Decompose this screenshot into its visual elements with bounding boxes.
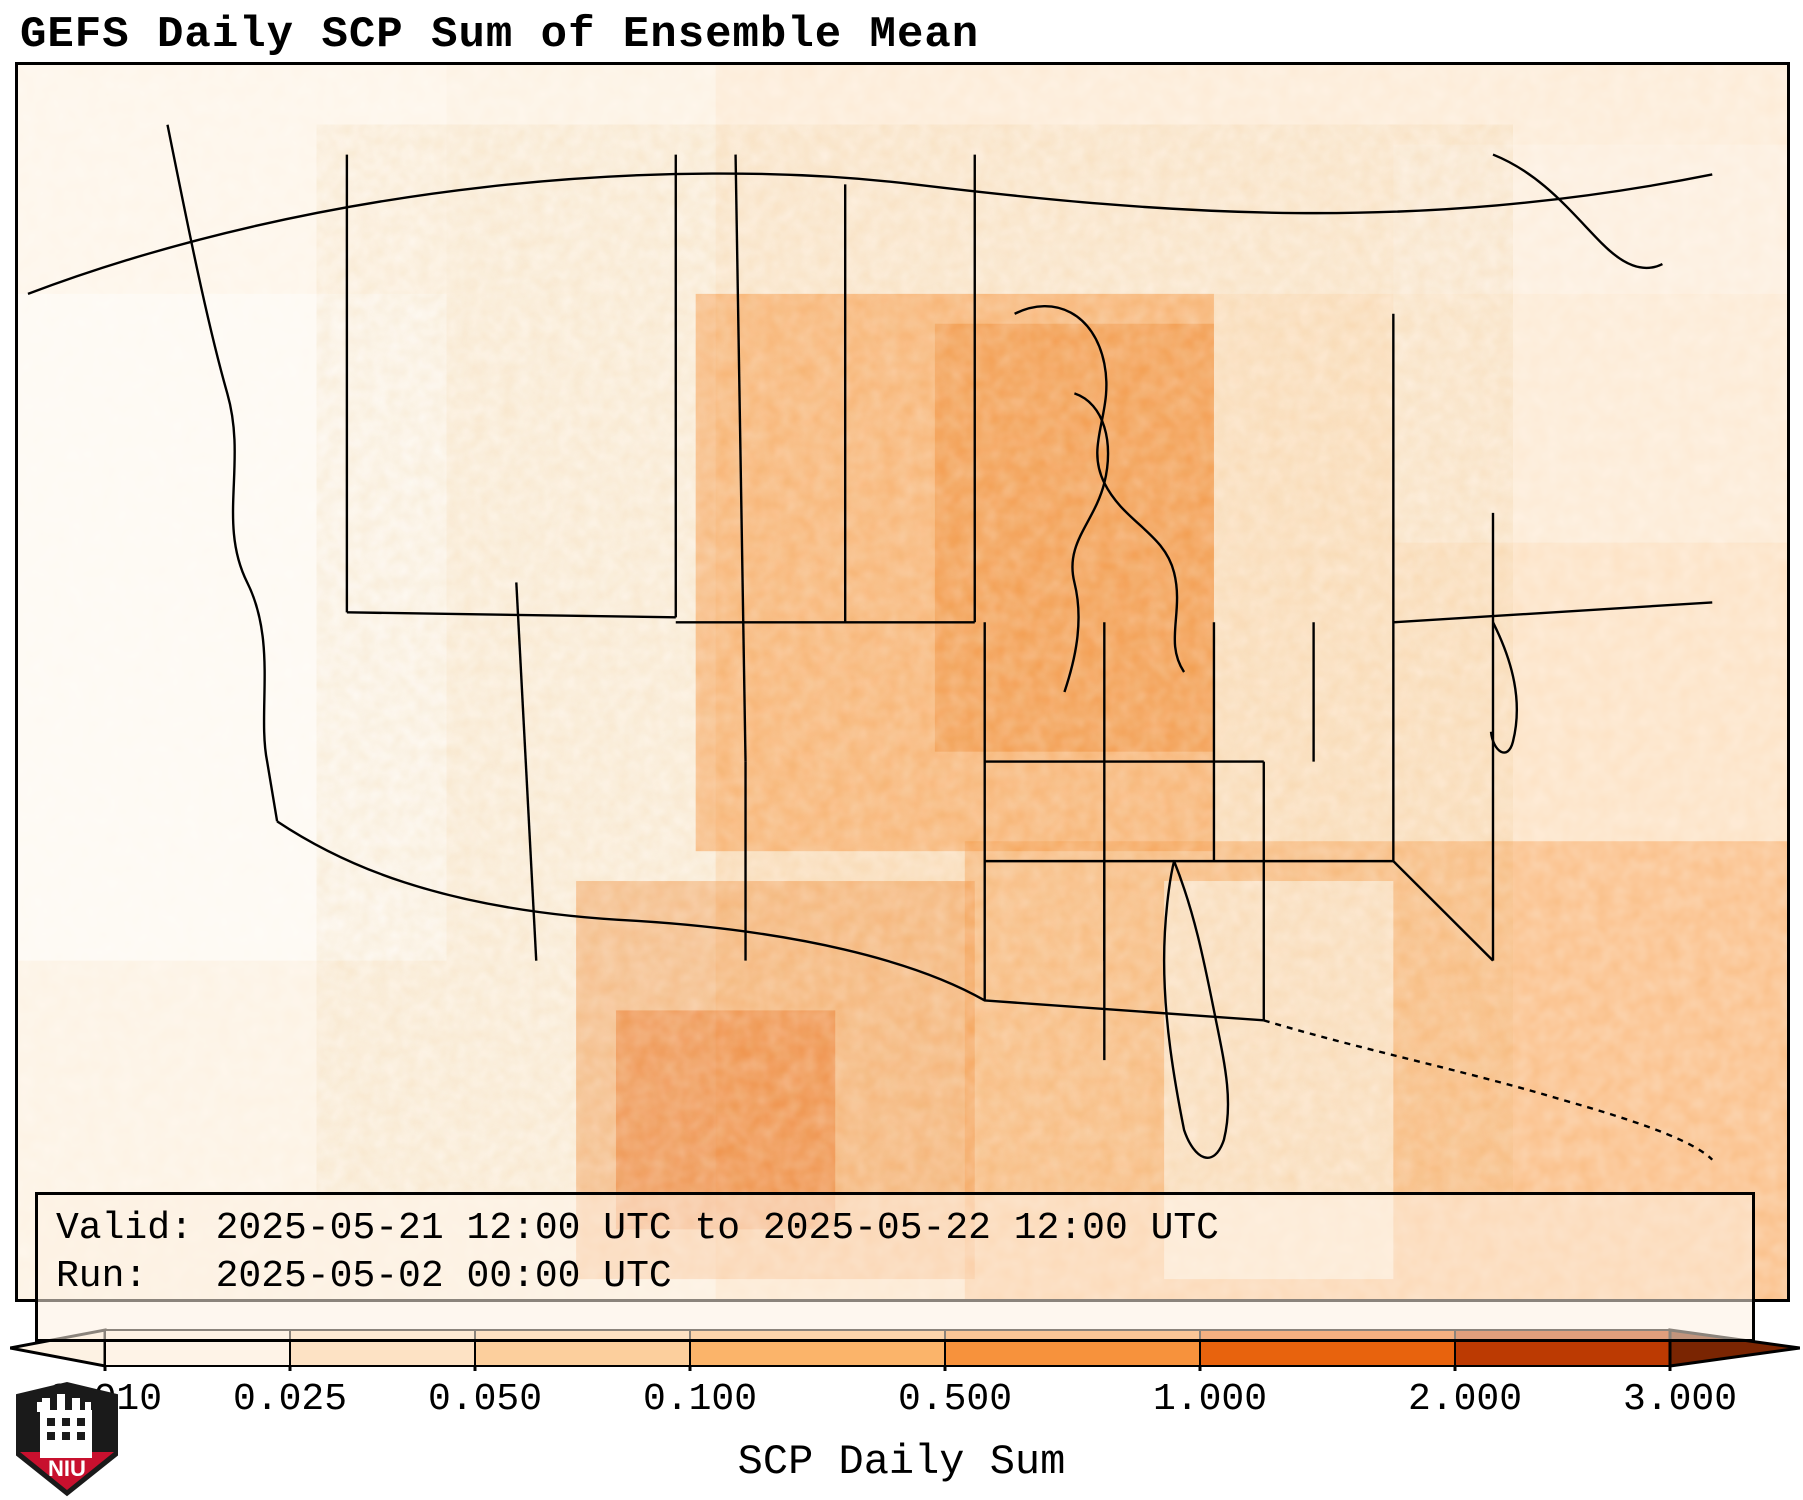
run-line-text: Run: 2025-05-02 00:00 UTC: [56, 1253, 1734, 1301]
niu-logo-text: NIU: [48, 1456, 86, 1481]
niu-logo-svg: NIU: [12, 1380, 122, 1498]
map-svg: [18, 65, 1787, 1299]
tick-label-1: 0.025: [233, 1378, 347, 1421]
niu-logo: NIU: [12, 1380, 122, 1498]
tick-label-4: 0.500: [898, 1378, 1012, 1421]
tick-label-6: 2.000: [1408, 1378, 1522, 1421]
tick-label-7: 3.000: [1623, 1378, 1737, 1421]
us-choropleth-map: [15, 62, 1790, 1302]
tick-label-2: 0.050: [428, 1378, 542, 1421]
colorbar-tick-labels: 0.010 0.025 0.050 0.100 0.500 1.000 2.00…: [10, 1378, 1800, 1433]
tick-label-5: 1.000: [1153, 1378, 1267, 1421]
colorbar-axis-title: SCP Daily Sum: [0, 1438, 1803, 1486]
valid-line-text: Valid: 2025-05-21 12:00 UTC to 2025-05-2…: [56, 1205, 1734, 1253]
root-page: GEFS Daily SCP Sum of Ensemble Mean: [0, 0, 1803, 1500]
page-title: GEFS Daily SCP Sum of Ensemble Mean: [20, 10, 979, 60]
valid-run-info-box: Valid: 2025-05-21 12:00 UTC to 2025-05-2…: [35, 1192, 1755, 1342]
tick-label-3: 0.100: [643, 1378, 757, 1421]
